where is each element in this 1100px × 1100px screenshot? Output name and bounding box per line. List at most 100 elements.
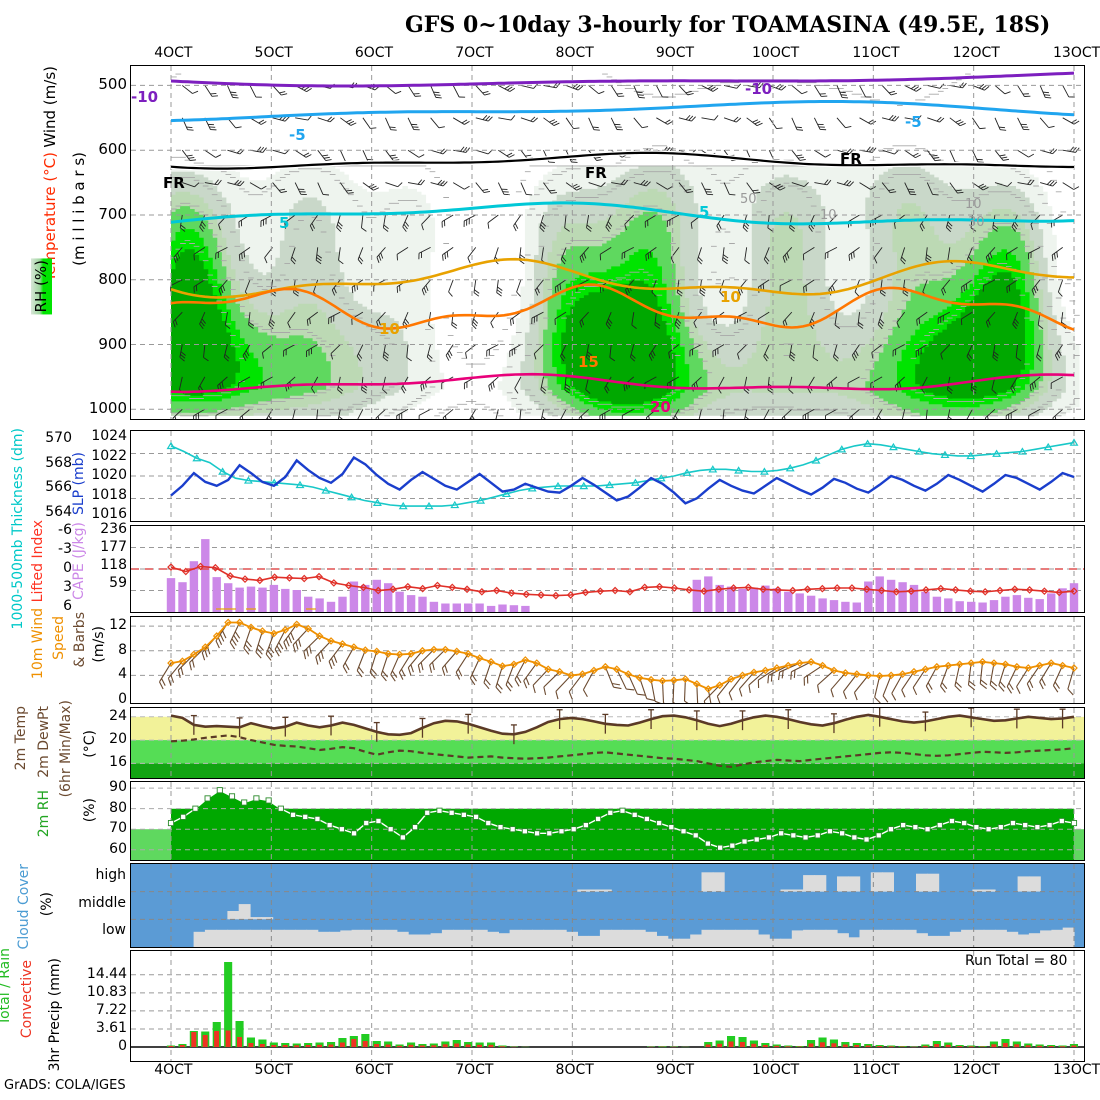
footer-credit: GrADS: COLA/IGES <box>4 1078 126 1093</box>
y-tick: 1000 <box>88 399 127 418</box>
axis-label-slp: SLP (mb) <box>71 452 87 516</box>
axis-label-wind-speed: Speed <box>51 616 67 660</box>
contour-label: 10 <box>379 320 400 338</box>
y-tick: 600 <box>98 140 127 159</box>
y-tick: 3.61 <box>95 1019 127 1036</box>
y-tick: 1018 <box>91 486 127 503</box>
contour-label: 10 <box>965 197 982 212</box>
x-tick-10oct: 10OCT <box>752 1062 800 1078</box>
y-tick: 0 <box>63 560 72 576</box>
panel-slp-thickness <box>130 430 1085 522</box>
x-tick-7oct: 7OCT <box>455 45 494 61</box>
panel-precip <box>130 950 1085 1062</box>
upper-air-plot <box>131 66 1084 419</box>
contour-label: -10 <box>745 80 773 98</box>
y-tick: 1016 <box>91 506 127 522</box>
y-tick: -6 <box>58 522 72 538</box>
y-tick: 7.22 <box>95 1001 127 1018</box>
x-tick-13oct: 13OCT <box>1053 45 1100 61</box>
x-tick-9oct: 9OCT <box>655 45 695 61</box>
axis-label-rh-units: (%) <box>82 798 98 823</box>
contour-label: FR <box>585 164 607 182</box>
axis-label-2m-temp: 2m Temp <box>13 706 29 771</box>
y-tick: 1024 <box>91 428 127 444</box>
y-tick: 12 <box>109 617 127 634</box>
axis-label-temp-units: (°C) <box>82 730 98 758</box>
axis-label-cape: CAPE (J/kg) <box>71 522 87 600</box>
axis-label-millibars: (m i l l i b a r s) <box>70 152 88 266</box>
page-title: GFS 0~10day 3-hourly for TOAMASINA (49.5… <box>405 12 1051 38</box>
y-tick: 20 <box>109 731 127 748</box>
x-tick-8oct: 8OCT <box>555 45 594 61</box>
y-tick: 14.44 <box>86 965 127 982</box>
y-tick: 60 <box>109 840 127 857</box>
y-tick: 800 <box>98 269 127 288</box>
x-tick-4oct: 4OCT <box>154 1062 193 1078</box>
x-tick-11oct: 11OCT <box>852 1062 900 1078</box>
panel-cloud-cover <box>130 863 1085 948</box>
axis-label-rh: RH (%) <box>31 258 52 315</box>
run-total-label: Run Total = 80 <box>965 953 1068 969</box>
contour-label: 5 <box>699 203 710 221</box>
y-tick: 10.83 <box>86 983 127 1000</box>
contour-label: -5 <box>289 126 306 144</box>
y-tick: 0 <box>118 1038 127 1054</box>
axis-label-wind: Wind (m/s) <box>41 66 59 148</box>
y-tick: 900 <box>98 334 127 353</box>
contour-label: 20 <box>650 398 671 416</box>
contour-label: 10 <box>720 288 741 306</box>
x-tick-6oct: 6OCT <box>354 45 394 61</box>
slp-thickness-plot <box>131 431 1084 521</box>
panel-2m-rh <box>130 781 1085 861</box>
y-tick: 8 <box>118 641 127 658</box>
axis-label-10m-wind: 10m Wind <box>30 608 46 680</box>
contour-label: 30 <box>968 215 985 230</box>
y-tick: 236 <box>100 521 127 537</box>
axis-label-cloud-units: (%) <box>39 892 55 917</box>
y-tick: 59 <box>109 575 127 591</box>
contour-label: 10 <box>820 208 837 223</box>
panel-upper-air <box>130 65 1085 420</box>
panel-10m-wind <box>130 616 1085 704</box>
x-tick-8oct: 8OCT <box>555 1062 594 1078</box>
x-tick-13oct: 13OCT <box>1053 1062 1100 1078</box>
y-tick: 566 <box>45 479 72 496</box>
x-tick-9oct: 9OCT <box>655 1062 695 1078</box>
x-tick-5oct: 5OCT <box>254 45 293 61</box>
y-tick: 500 <box>98 75 127 94</box>
wind-speed-plot <box>131 617 1084 703</box>
y-tick: 70 <box>109 820 127 837</box>
y-tick: 118 <box>100 557 127 573</box>
x-tick-12oct: 12OCT <box>952 1062 1000 1078</box>
contour-label: 15 <box>578 353 599 371</box>
x-tick-4oct: 4OCT <box>154 45 193 61</box>
x-tick-11oct: 11OCT <box>852 45 900 61</box>
axis-label-convective: Convective <box>19 960 35 1039</box>
axis-label-total-rain: Total / Rain <box>0 948 13 1026</box>
x-tick-7oct: 7OCT <box>455 1062 494 1078</box>
contour-label: FR <box>840 150 862 168</box>
contour-label: -5 <box>905 113 922 131</box>
panel-cape-lifted-index <box>130 525 1085 613</box>
cloud-cover-plot <box>131 864 1084 947</box>
contour-label: 5 <box>279 214 290 232</box>
y-tick: 24 <box>109 707 127 724</box>
contour-label: 50 <box>740 192 757 207</box>
cape-li-plot <box>131 526 1084 612</box>
y-tick: 564 <box>45 504 72 520</box>
cloud-band-high: high <box>95 866 126 883</box>
y-tick: 16 <box>109 754 127 771</box>
y-tick: 177 <box>100 539 127 555</box>
cloud-band-middle: middle <box>78 894 126 911</box>
y-tick: -3 <box>58 541 72 557</box>
y-tick: 90 <box>109 779 127 796</box>
axis-label-lifted-index: Lifted Index <box>30 520 46 603</box>
y-tick: 80 <box>109 799 127 816</box>
rh-plot <box>131 782 1084 860</box>
y-tick: 3 <box>63 579 72 595</box>
panel-2m-temp <box>130 707 1085 779</box>
axis-label-2m-dewpt: 2m DewPt <box>36 706 52 778</box>
axis-label-wind-barbs: & Barbs <box>72 612 88 668</box>
y-tick: 700 <box>98 204 127 223</box>
